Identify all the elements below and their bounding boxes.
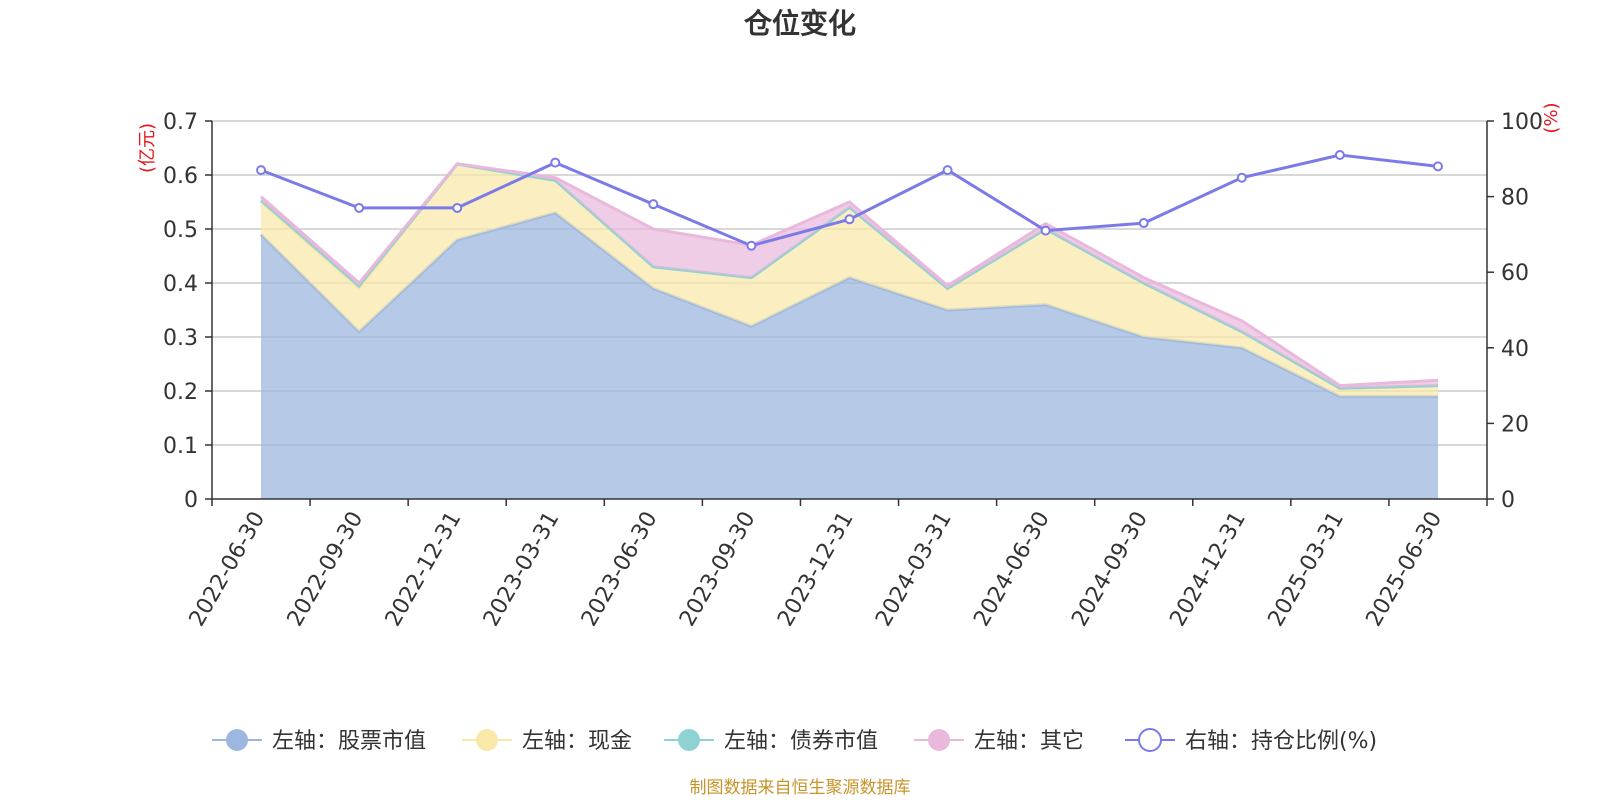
holding-ratio-line <box>256 150 1443 251</box>
ratio-point <box>256 165 267 176</box>
right-tick-label: 0 <box>1501 488 1515 513</box>
x-tick-label: 2024-03-31 <box>871 508 957 631</box>
chart-title: 仓位变化 <box>744 7 856 40</box>
left-tick-label: 0.7 <box>163 110 198 135</box>
ratio-point <box>942 165 953 176</box>
legend-marker-circle <box>476 729 498 751</box>
ratio-point <box>354 202 365 213</box>
x-tick-label: 2022-06-30 <box>185 508 271 631</box>
x-tick-label: 2023-12-31 <box>773 508 859 631</box>
legend-label: 左轴：债券市值 <box>724 729 878 754</box>
ratio-point <box>550 157 561 168</box>
right-tick-label: 100 <box>1501 110 1543 135</box>
ratio-point <box>1334 150 1345 161</box>
left-tick-label: 0.6 <box>163 164 198 189</box>
x-tick-label: 2022-09-30 <box>283 508 369 631</box>
left-tick-label: 0.5 <box>163 218 198 243</box>
area-2 <box>261 164 1438 397</box>
area-1 <box>261 212 1438 500</box>
right-tick-label: 60 <box>1501 261 1529 286</box>
ratio-point <box>1040 225 1051 236</box>
source-note: 制图数据来自恒生聚源数据库 <box>690 778 911 798</box>
ratio-point <box>1432 161 1443 172</box>
x-tick-label: 2023-06-30 <box>577 508 663 631</box>
ratio-point <box>1138 218 1149 229</box>
right-tick-label: 20 <box>1501 412 1529 437</box>
legend-label: 左轴：其它 <box>974 729 1084 754</box>
ratio-point <box>1236 172 1247 183</box>
x-tick-label: 2023-09-30 <box>675 508 761 631</box>
left-tick-label: 0.3 <box>163 326 198 351</box>
left-tick-label: 0.4 <box>163 272 198 297</box>
x-tick-label: 2025-06-30 <box>1362 508 1448 631</box>
legend: 左轴：股票市值 左轴：现金 左轴：债券市值 左轴：其它 右轴：持仓比例(%) <box>212 728 1377 754</box>
legend-marker-circle <box>1138 728 1162 752</box>
legend-marker-circle <box>678 729 700 751</box>
ratio-point <box>844 214 855 225</box>
ratio-point <box>746 240 757 251</box>
ratio-point <box>648 199 659 210</box>
x-tick-label: 2024-09-30 <box>1067 508 1153 631</box>
left-tick-label: 0.1 <box>163 434 198 459</box>
left-axis-unit: (亿元) <box>137 123 158 173</box>
left-tick-label: 0 <box>184 488 198 513</box>
x-tick-label: 2025-03-31 <box>1264 508 1350 631</box>
legend-label: 左轴：现金 <box>522 729 632 754</box>
right-tick-label: 80 <box>1501 186 1529 211</box>
area-edge-4 <box>260 162 1439 388</box>
x-tick-label: 2024-12-31 <box>1165 508 1251 631</box>
right-tick-label: 40 <box>1501 337 1529 362</box>
ratio-point <box>452 202 463 213</box>
x-tick-label: 2023-03-31 <box>479 508 565 631</box>
left-tick-label: 0.2 <box>163 380 198 405</box>
legend-label: 左轴：股票市值 <box>272 729 426 754</box>
x-tick-label: 2022-12-31 <box>381 508 467 631</box>
legend-marker-circle <box>928 729 950 751</box>
legend-label: 右轴：持仓比例(%) <box>1185 729 1377 754</box>
right-axis-unit: (%) <box>1541 102 1562 133</box>
legend-marker-circle <box>226 729 248 751</box>
stacked-areas <box>259 162 1439 500</box>
x-tick-label: 2024-06-30 <box>969 508 1055 631</box>
